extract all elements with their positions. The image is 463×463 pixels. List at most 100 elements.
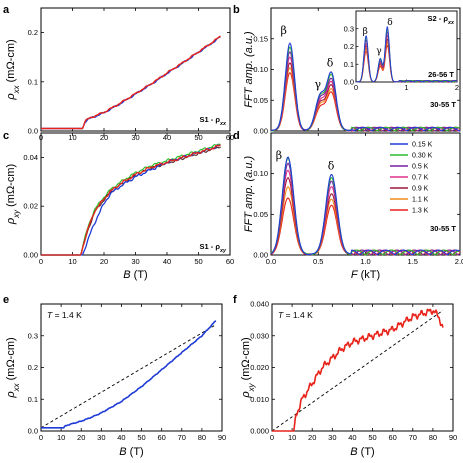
x-tick-label: 60 — [226, 257, 234, 266]
x-tick-label: 20 — [100, 257, 108, 266]
panel-letter-a: a — [3, 4, 10, 16]
x-tick-label: 40 — [163, 257, 171, 266]
x-tick-label: 1.5 — [408, 257, 418, 266]
x-tick-label: 0 — [39, 433, 43, 442]
axis-y-label: ρxy (mΩ-cm) — [240, 337, 256, 398]
x-tick-label: 40 — [163, 133, 171, 142]
x-tick-label: 30 — [97, 433, 105, 442]
x-tick-label: 20 — [308, 433, 316, 442]
inset-peak-delta: δ — [387, 18, 392, 28]
panel-letter-c: c — [3, 130, 9, 142]
series-line — [41, 35, 221, 130]
y-tick-label: 0.1 — [28, 77, 38, 86]
axis-y-label: FFT amp. (a.u.) — [243, 155, 255, 232]
data-layer — [40, 26, 461, 432]
panel-letter-f: f — [233, 294, 237, 306]
y-tick-label: 0.0 — [28, 427, 38, 436]
x-tick-label: 30 — [131, 133, 139, 142]
x-tick-label: 70 — [178, 433, 186, 442]
panel-letter-d: d — [233, 130, 240, 142]
y-tick-label: 0.030 — [250, 331, 269, 340]
y-tick-label: 0.2 — [28, 363, 38, 372]
series-line — [41, 144, 221, 256]
x-tick-label: 0.5 — [313, 257, 323, 266]
x-tick-label: 90 — [218, 433, 226, 442]
axis-x-label: F (kT) — [351, 269, 380, 281]
x-tick-label: 0 — [39, 257, 43, 266]
legend-label: 0.5 K — [412, 164, 429, 171]
legend-label: 0.30 K — [412, 153, 433, 160]
inset-field-window: 26-56 T — [428, 70, 454, 79]
inset-title: S2 - ρxx — [428, 14, 455, 26]
fft-series-line — [270, 156, 461, 256]
y-tick-label: 0.00 — [23, 251, 38, 260]
y-tick-label: 0.000 — [250, 427, 269, 436]
peak-label-delta: δ — [327, 56, 334, 69]
series-line — [271, 308, 444, 432]
panel-e-frame — [40, 303, 223, 432]
series-line — [41, 144, 221, 256]
x-tick-label: 10 — [288, 433, 296, 442]
y-tick-label: 0.10 — [253, 65, 268, 74]
inset-peak-beta: β — [363, 27, 368, 37]
inset-y-tick-label: 0.1 — [344, 60, 354, 69]
axis-y-label: ρxx (mΩ-cm) — [5, 337, 21, 398]
x-tick-label: 60 — [157, 433, 165, 442]
x-tick-label: 10 — [68, 257, 76, 266]
x-tick-label: 90 — [449, 433, 457, 442]
x-tick-label: 0.0 — [266, 257, 276, 266]
x-tick-label: 50 — [137, 433, 145, 442]
series-line — [41, 146, 221, 256]
y-tick-label: 0.0 — [28, 127, 38, 136]
y-tick-label: 0.3 — [28, 331, 38, 340]
y-tick-label: 0.04 — [23, 153, 38, 162]
peak-label-beta: β — [280, 24, 286, 37]
panel-annotation: T = 1.4 K — [47, 310, 82, 320]
y-tick-label: 0.2 — [28, 28, 38, 37]
y-tick-label: 0.00 — [253, 127, 268, 136]
x-tick-label: 10 — [68, 133, 76, 142]
field-window-label: 30-55 T — [430, 100, 456, 109]
field-window-label: 30-55 T — [430, 224, 456, 233]
y-tick-label: 0.1 — [28, 395, 38, 404]
peak-label-gamma: γ — [314, 78, 321, 91]
y-tick-label: 0.05 — [253, 210, 268, 219]
axis-y-label: FFT amp. (a.u.) — [243, 31, 255, 108]
legend-label: 0.7 K — [412, 175, 429, 182]
x-tick-label: 1.0 — [360, 257, 370, 266]
y-tick-label: 0.15 — [253, 34, 268, 43]
inset-y-tick-label: 0.0 — [344, 78, 354, 87]
fit-line-dashed — [40, 324, 217, 429]
x-tick-label: 20 — [100, 133, 108, 142]
panel-annotation: S1 - ρxy — [200, 242, 227, 254]
panel-annotation: T = 1.4 K — [278, 310, 313, 320]
inset-x-tick-label: 0 — [354, 83, 358, 92]
x-tick-label: 30 — [328, 433, 336, 442]
x-tick-label: 50 — [194, 257, 202, 266]
x-tick-label: 10 — [57, 433, 65, 442]
y-tick-label: 0.020 — [250, 363, 269, 372]
x-tick-label: 80 — [429, 433, 437, 442]
x-tick-label: 60 — [388, 433, 396, 442]
panel-annotation: S1 - ρxx — [200, 115, 227, 127]
x-tick-label: 0 — [39, 133, 43, 142]
y-tick-label: 0.00 — [253, 251, 268, 260]
axis-x-label: B (T) — [123, 269, 147, 281]
inset-series-line — [356, 26, 458, 83]
inset-y-tick-label: 0.3 — [344, 24, 354, 33]
inset-x-tick-label: 2 — [455, 83, 459, 92]
panel-letter-b: b — [233, 4, 240, 16]
axis-y-label: ρxy (mΩ-cm) — [5, 164, 21, 225]
y-tick-label: 0.02 — [23, 202, 38, 211]
x-tick-label: 20 — [77, 433, 85, 442]
panel-a-frame — [40, 7, 231, 132]
panel-d-frame — [270, 132, 461, 256]
x-tick-label: 40 — [348, 433, 356, 442]
legend-label: 1.1 K — [412, 197, 429, 204]
peak-label-beta: β — [276, 149, 282, 162]
legend-label: 0.9 K — [412, 186, 429, 193]
x-tick-label: 2.0 — [455, 257, 463, 266]
series-line — [41, 143, 221, 256]
peak-label-delta: δ — [328, 160, 335, 173]
